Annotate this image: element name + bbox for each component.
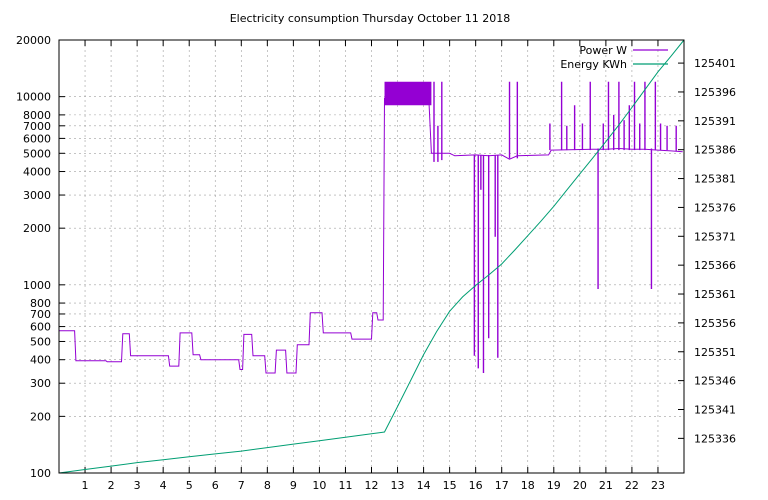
x-tick-label: 10 xyxy=(312,479,326,492)
x-tick-label: 12 xyxy=(365,479,379,492)
y2-tick-label: 125381 xyxy=(694,173,736,186)
y-tick-label: 8000 xyxy=(23,109,51,122)
y-tick-label: 700 xyxy=(30,308,51,321)
x-tick-label: 16 xyxy=(469,479,483,492)
y2-tick-label: 125361 xyxy=(694,288,736,301)
x-tick-label: 1 xyxy=(82,479,89,492)
x-tick-label: 15 xyxy=(443,479,457,492)
x-tick-label: 3 xyxy=(134,479,141,492)
y-tick-label: 600 xyxy=(30,321,51,334)
y2-tick-label: 125356 xyxy=(694,317,736,330)
y-tick-label: 6000 xyxy=(23,132,51,145)
y2-tick-label: 125351 xyxy=(694,346,736,359)
x-axis-ticks: 1 2 3 4 5 6 7 8 9 10 11 12 13 14 15 16 17 18 19 20 21 22 23 xyxy=(82,40,665,492)
x-tick-label: 5 xyxy=(186,479,193,492)
x-tick-label: 7 xyxy=(238,479,245,492)
x-tick-label: 19 xyxy=(547,479,561,492)
x-tick-label: 18 xyxy=(521,479,535,492)
y2-tick-label: 125386 xyxy=(694,144,736,157)
y-tick-label: 100 xyxy=(30,467,51,480)
legend-label-energy: Energy KWh xyxy=(560,58,627,71)
y-tick-label: 3000 xyxy=(23,189,51,202)
y-tick-label: 300 xyxy=(30,377,51,390)
legend-label-power: Power W xyxy=(579,44,627,57)
y2-axis-ticks: 125336 125341 125346 125351 125356 125361 1253… xyxy=(678,57,736,445)
chart-title: Electricity consumption Thursday October… xyxy=(230,12,511,25)
grid-lines xyxy=(59,40,684,473)
y2-tick-label: 125391 xyxy=(694,115,736,128)
y-tick-label: 400 xyxy=(30,354,51,367)
power-series xyxy=(59,81,683,374)
x-tick-label: 13 xyxy=(391,479,405,492)
legend: Power W Energy KWh xyxy=(560,44,668,71)
energy-series xyxy=(58,39,685,474)
x-tick-label: 2 xyxy=(108,479,115,492)
y-tick-label: 200 xyxy=(30,410,51,423)
y-tick-label: 1000 xyxy=(23,279,51,292)
x-tick-label: 17 xyxy=(495,479,509,492)
power-line xyxy=(59,97,683,374)
y-tick-label: 20000 xyxy=(16,34,51,47)
y2-tick-label: 125401 xyxy=(694,57,736,70)
y2-tick-label: 125396 xyxy=(694,86,736,99)
y2-tick-label: 125336 xyxy=(694,432,736,445)
y-tick-label: 7000 xyxy=(23,120,51,133)
x-tick-label: 20 xyxy=(573,479,587,492)
y-tick-label: 2000 xyxy=(23,222,51,235)
x-tick-label: 21 xyxy=(599,479,613,492)
x-tick-label: 6 xyxy=(212,479,219,492)
x-tick-label: 14 xyxy=(417,479,431,492)
y-tick-label: 10000 xyxy=(16,91,51,104)
y2-tick-label: 125346 xyxy=(694,375,736,388)
y2-tick-label: 125366 xyxy=(694,259,736,272)
x-tick-label: 23 xyxy=(651,479,665,492)
y2-tick-label: 125376 xyxy=(694,201,736,214)
y-tick-label: 5000 xyxy=(23,147,51,160)
y2-tick-label: 125341 xyxy=(694,403,736,416)
x-tick-label: 8 xyxy=(264,479,271,492)
energy-line xyxy=(58,39,685,474)
y-tick-label: 800 xyxy=(30,297,51,310)
y-tick-label: 4000 xyxy=(23,166,51,179)
x-tick-label: 11 xyxy=(338,479,352,492)
y2-tick-label: 125371 xyxy=(694,230,736,243)
y-tick-label: 500 xyxy=(30,335,51,348)
x-tick-label: 9 xyxy=(290,479,297,492)
x-tick-label: 4 xyxy=(160,479,167,492)
x-tick-label: 22 xyxy=(625,479,639,492)
power-dense-block xyxy=(384,81,432,106)
plot-frame xyxy=(58,39,685,474)
